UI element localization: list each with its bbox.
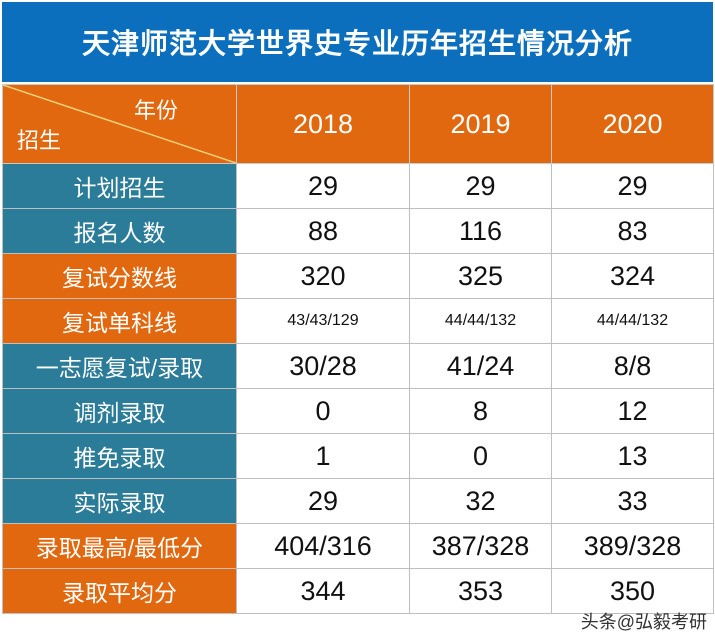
cell-value: 116 bbox=[409, 208, 552, 254]
cell-value: 1 bbox=[236, 433, 410, 479]
cell-value: 12 bbox=[551, 388, 714, 434]
table-row: 调剂录取 0 8 12 bbox=[2, 388, 714, 434]
cell-value: 325 bbox=[409, 253, 552, 299]
cell-value: 29 bbox=[551, 163, 714, 209]
admissions-table: 年份 招生 2018 2019 2020 计划招生 29 29 29 报名人数 88 116… bbox=[2, 84, 714, 614]
source-watermark: 头条@弘毅考研 bbox=[580, 612, 707, 632]
table-row: 复试分数线 320 325 324 bbox=[2, 253, 714, 299]
cell-value: 44/44/132 bbox=[551, 298, 714, 344]
table-row: 录取平均分 344 353 350 bbox=[2, 568, 714, 614]
page-title: 天津师范大学世界史专业历年招生情况分析 bbox=[2, 2, 713, 82]
row-label: 录取平均分 bbox=[2, 568, 237, 614]
cell-value: 8/8 bbox=[551, 343, 714, 389]
table-row: 推免录取 1 0 13 bbox=[2, 433, 714, 479]
cell-value: 44/44/132 bbox=[409, 298, 552, 344]
cell-value: 324 bbox=[551, 253, 714, 299]
cell-value: 320 bbox=[236, 253, 410, 299]
cell-value: 41/24 bbox=[409, 343, 552, 389]
row-label: 复试单科线 bbox=[2, 298, 237, 344]
table-row: 实际录取 29 32 33 bbox=[2, 478, 714, 524]
cell-value: 13 bbox=[551, 433, 714, 479]
table-row: 报名人数 88 116 83 bbox=[2, 208, 714, 254]
cell-value: 29 bbox=[409, 163, 552, 209]
row-label: 调剂录取 bbox=[2, 388, 237, 434]
cell-value: 387/328 bbox=[409, 523, 552, 569]
row-label: 一志愿复试/录取 bbox=[2, 343, 237, 389]
cell-value: 30/28 bbox=[236, 343, 410, 389]
table-row: 一志愿复试/录取 30/28 41/24 8/8 bbox=[2, 343, 714, 389]
year-header: 2018 bbox=[236, 84, 410, 164]
corner-year-label: 年份 bbox=[133, 98, 178, 123]
row-label: 实际录取 bbox=[2, 478, 237, 524]
cell-value: 353 bbox=[409, 568, 552, 614]
year-header: 2019 bbox=[409, 84, 552, 164]
row-label: 录取最高/最低分 bbox=[2, 523, 237, 569]
cell-value: 389/328 bbox=[551, 523, 714, 569]
cell-value: 88 bbox=[236, 208, 410, 254]
row-label: 复试分数线 bbox=[2, 253, 237, 299]
cell-value: 404/316 bbox=[236, 523, 410, 569]
cell-value: 83 bbox=[551, 208, 714, 254]
table-row: 录取最高/最低分 404/316 387/328 389/328 bbox=[2, 523, 714, 569]
table-row: 计划招生 29 29 29 bbox=[2, 163, 714, 209]
cell-value: 32 bbox=[409, 478, 552, 524]
row-label: 报名人数 bbox=[2, 208, 237, 254]
row-label: 计划招生 bbox=[2, 163, 237, 209]
year-header: 2020 bbox=[551, 84, 714, 164]
cell-value: 8 bbox=[409, 388, 552, 434]
diagonal-line bbox=[3, 85, 236, 163]
cell-value: 33 bbox=[551, 478, 714, 524]
cell-value: 29 bbox=[236, 478, 410, 524]
cell-value: 350 bbox=[551, 568, 714, 614]
corner-enroll-label: 招生 bbox=[17, 128, 62, 153]
corner-cell: 年份 招生 bbox=[2, 84, 237, 164]
row-label: 推免录取 bbox=[2, 433, 237, 479]
cell-value: 344 bbox=[236, 568, 410, 614]
cell-value: 29 bbox=[236, 163, 410, 209]
header-row: 年份 招生 2018 2019 2020 bbox=[2, 84, 714, 164]
cell-value: 43/43/129 bbox=[236, 298, 410, 344]
cell-value: 0 bbox=[409, 433, 552, 479]
table-row: 复试单科线 43/43/129 44/44/132 44/44/132 bbox=[2, 298, 714, 344]
cell-value: 0 bbox=[236, 388, 410, 434]
